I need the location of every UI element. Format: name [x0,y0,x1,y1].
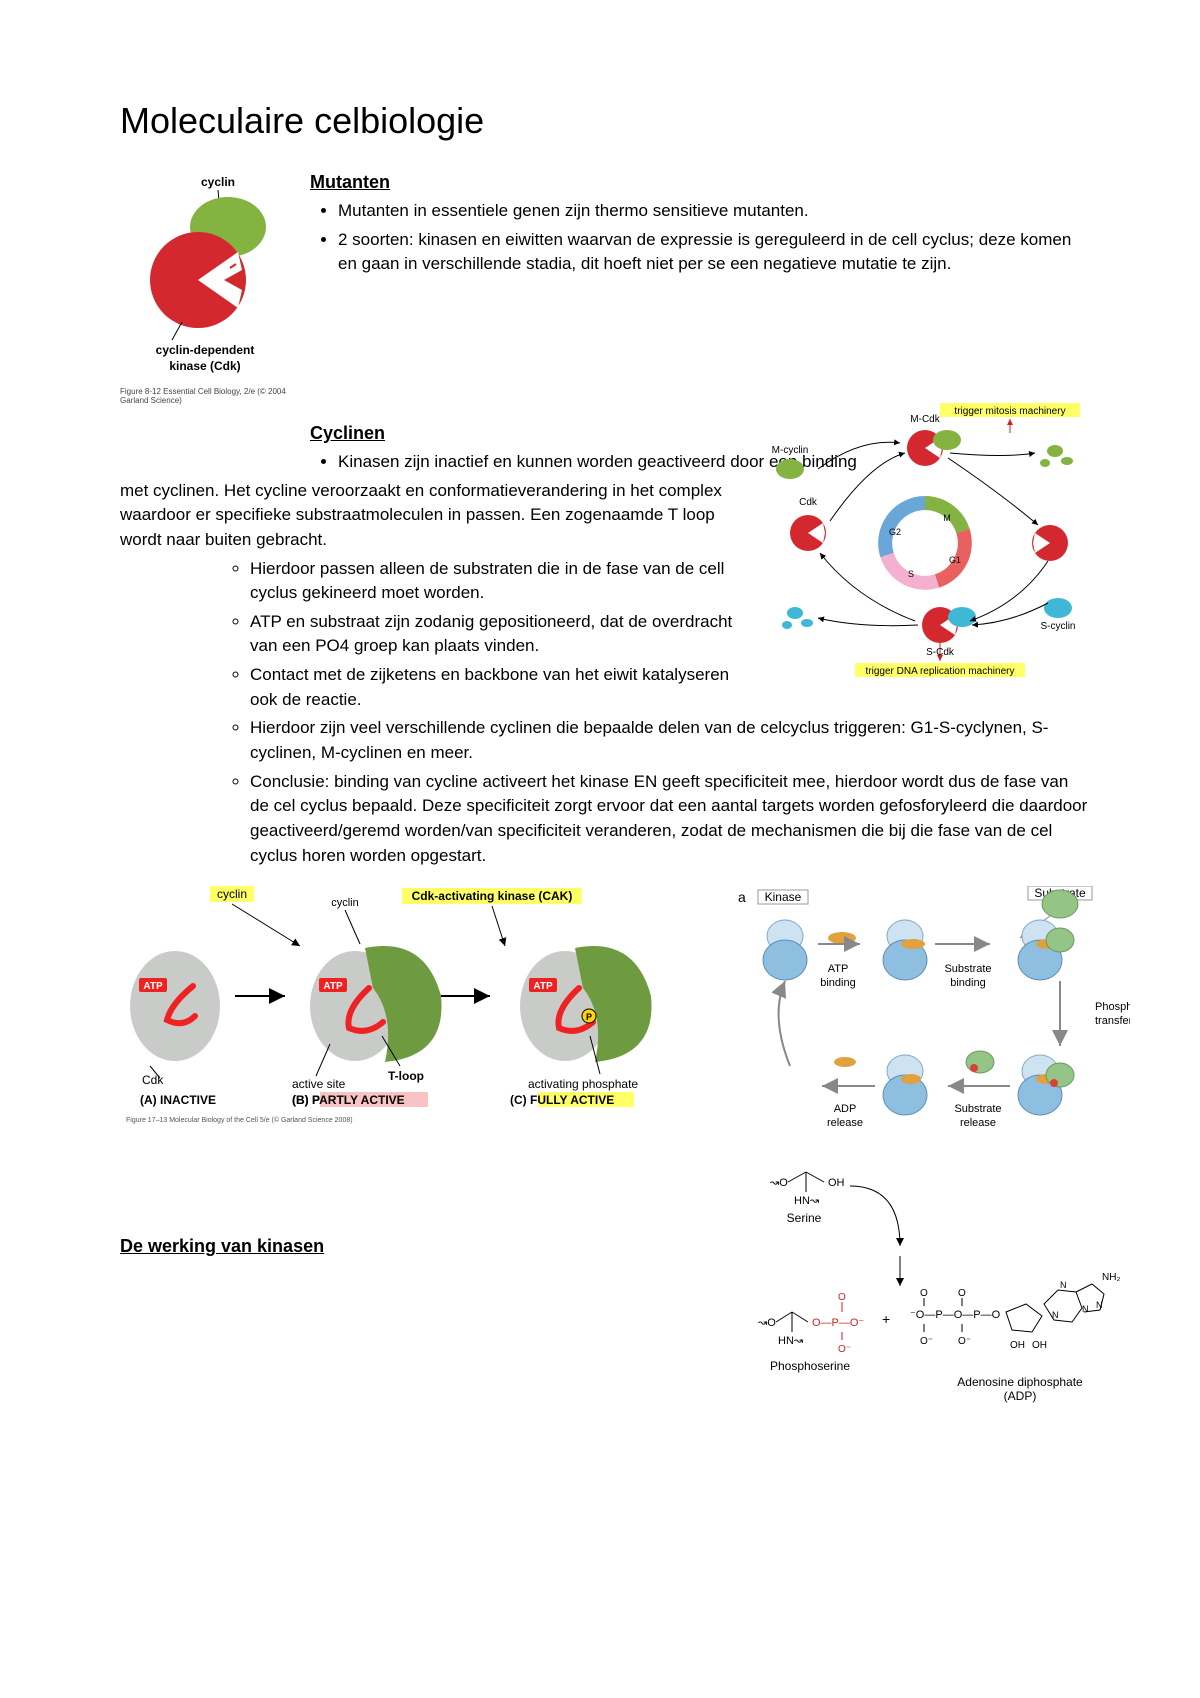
svg-text:N: N [1096,1300,1103,1310]
svg-text:HN↝: HN↝ [778,1335,803,1347]
svg-text:O⁻: O⁻ [920,1336,933,1347]
svg-text:OH: OH [1032,1340,1047,1351]
fig-cdk-microcaption: Figure 8-12 Essential Cell Biology, 2/e … [120,387,290,405]
svg-text:Cdk: Cdk [142,1073,164,1087]
svg-text:HN↝: HN↝ [794,1195,819,1207]
figure-cdk-activation: cyclin cyclin Cdk-activating kinase (CAK… [120,886,720,1136]
section-mutanten: cyclin cyclin-dependent kinase (Cdk) Fig… [120,172,1090,405]
heading-mutanten: Mutanten [310,172,1090,193]
svg-text:binding: binding [820,977,855,989]
svg-text:cyclin: cyclin [331,897,359,909]
label-adp-1: Adenosine diphosphate [957,1375,1083,1389]
svg-text:release: release [960,1117,996,1129]
cyclinen-sub: Hierdoor zijn veel verschillende cycline… [250,716,1090,765]
svg-text:Cdk: Cdk [799,497,818,508]
cyclinen-sub: Conclusie: binding van cycline activeert… [250,770,1090,869]
mutanten-item: 2 soorten: kinasen en eiwitten waarvan d… [338,228,1090,277]
svg-text:Phosphoserine: Phosphoserine [770,1359,850,1373]
svg-text:G1: G1 [949,555,961,565]
section-activation: cyclin cyclin Cdk-activating kinase (CAK… [120,886,1090,1257]
svg-text:release: release [827,1117,863,1129]
figure-kinase-mechanism: a Kinase Substrate ATP binding [730,886,1130,1466]
page-title: Moleculaire celbiologie [120,100,1090,142]
svg-text:P: P [586,1012,592,1022]
svg-text:O⁻: O⁻ [838,1344,851,1355]
svg-text:Serine: Serine [787,1211,822,1225]
figure-cdk-cyclin: cyclin cyclin-dependent kinase (Cdk) Fig… [120,172,290,405]
svg-text:O: O [838,1292,846,1303]
svg-text:⁻O—P—O—P—O: ⁻O—P—O—P—O [910,1309,1001,1321]
svg-text:+: + [882,1311,890,1327]
svg-text:activating phosphate: activating phosphate [528,1077,638,1091]
svg-text:O⁻: O⁻ [958,1336,971,1347]
svg-text:N: N [1052,1310,1059,1320]
svg-text:↝O: ↝O [770,1177,788,1189]
label-cdk-2: kinase (Cdk) [169,359,240,373]
svg-text:T-loop: T-loop [388,1069,424,1083]
svg-text:OH: OH [828,1177,845,1189]
mutanten-item: Mutanten in essentiele genen zijn thermo… [338,199,1090,224]
svg-text:Phosphoryl: Phosphoryl [1095,1001,1130,1013]
document-page: Moleculaire celbiologie cyclin cyclin-de… [0,0,1200,1698]
svg-text:S: S [908,569,914,579]
svg-text:NH₂: NH₂ [1102,1272,1120,1283]
svg-text:M: M [943,513,951,523]
label-trigger-mitosis: trigger mitosis machinery [954,406,1065,417]
svg-text:a: a [738,889,746,905]
svg-text:active site: active site [292,1077,346,1091]
svg-text:M-cyclin: M-cyclin [772,445,809,456]
figure-cell-cycle: trigger mitosis machinery trigger DNA re… [760,403,1090,683]
svg-text:cyclin: cyclin [217,887,247,901]
svg-text:ADP: ADP [834,1103,857,1115]
svg-text:M-Cdk: M-Cdk [910,414,940,425]
svg-text:Substrate: Substrate [954,1103,1001,1115]
svg-text:Cdk-activating kinase (CAK): Cdk-activating kinase (CAK) [412,889,573,903]
svg-text:binding: binding [950,977,985,989]
svg-text:OH: OH [1010,1340,1025,1351]
svg-text:ATP: ATP [533,981,553,992]
svg-text:N: N [1082,1304,1089,1314]
label-cdk-1: cyclin-dependent [156,343,255,357]
svg-text:(B) PARTLY ACTIVE: (B) PARTLY ACTIVE [292,1093,405,1107]
label-cyclin: cyclin [201,175,235,189]
label-adp-2: (ADP) [1004,1389,1037,1403]
svg-text:ATP: ATP [828,963,849,975]
svg-text:transfer: transfer [1095,1015,1130,1027]
svg-text:Kinase: Kinase [765,890,802,904]
svg-text:O: O [958,1288,966,1299]
svg-text:S-cyclin: S-cyclin [1040,621,1075,632]
svg-text:N: N [1060,1280,1067,1290]
svg-text:O: O [920,1288,928,1299]
svg-text:ATP: ATP [143,981,163,992]
section-cyclinen: Cyclinen Kinasen zijn inactief en kunnen… [120,423,1090,868]
state-c: (C) FULLY ACTIVE [510,1093,614,1107]
cyclinen-para: met cyclinen. Het cycline veroorzaakt en… [120,479,740,553]
activation-caption: Figure 17–13 Molecular Biology of the Ce… [126,1116,353,1124]
svg-text:O—P—O⁻: O—P—O⁻ [812,1317,864,1329]
svg-text:G2: G2 [889,527,901,537]
svg-text:S-Cdk: S-Cdk [926,647,955,658]
svg-text:Substrate: Substrate [944,963,991,975]
state-a: (A) INACTIVE [140,1093,216,1107]
label-trigger-dna: trigger DNA replication machinery [866,666,1015,677]
svg-text:ATP: ATP [323,981,343,992]
svg-text:↝O: ↝O [758,1317,776,1329]
mutanten-list: Mutanten in essentiele genen zijn thermo… [310,199,1090,277]
